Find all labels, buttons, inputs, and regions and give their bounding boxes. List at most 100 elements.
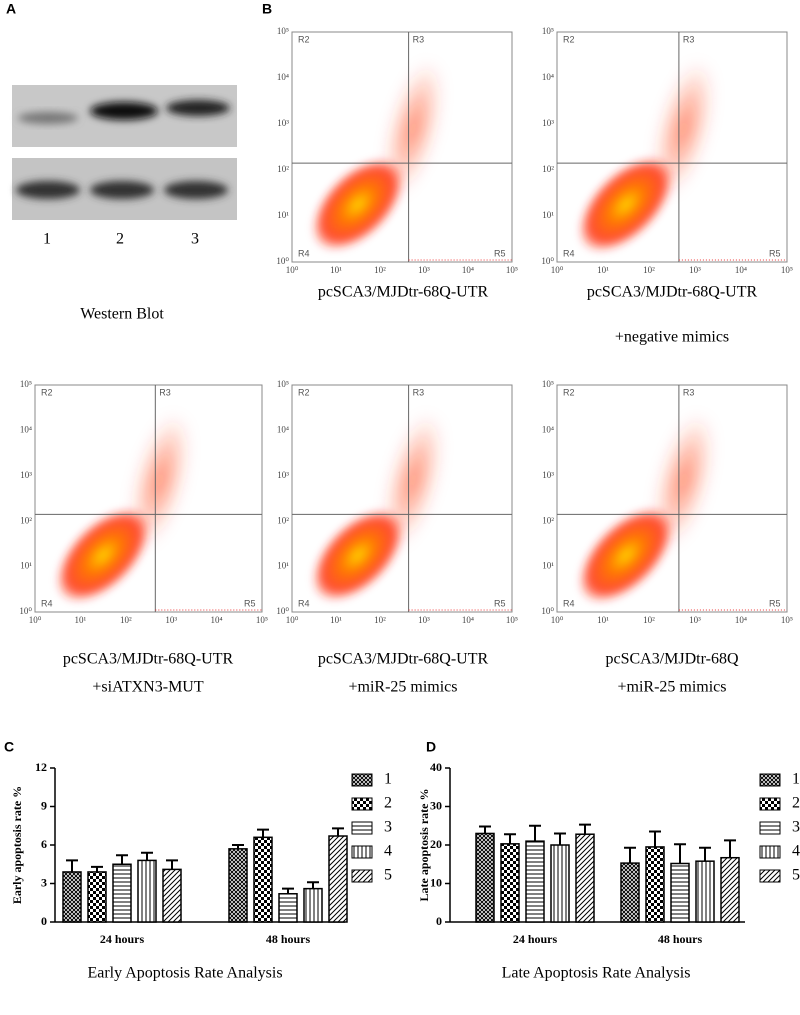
y-tick-label: 10³	[277, 470, 289, 480]
error-bar	[232, 844, 244, 849]
bar	[278, 893, 298, 923]
y-tick-label: 10²	[277, 515, 289, 525]
error-bar	[307, 881, 319, 889]
y-tick-label: 10¹	[542, 561, 554, 571]
legend-label: 3	[384, 819, 392, 836]
blot-band	[16, 181, 80, 199]
error-bar	[504, 833, 516, 844]
blot-band	[164, 181, 228, 199]
blot-band	[90, 181, 154, 199]
quadrant-label: R2	[298, 34, 310, 44]
error-bar	[166, 859, 178, 870]
y-tick-label: 20	[430, 837, 442, 851]
legend-swatch	[759, 797, 781, 811]
x-tick-label: 24 hours	[513, 932, 558, 946]
x-tick-label: 10⁵	[781, 615, 793, 625]
y-tick-label: 3	[41, 875, 47, 889]
chart-title: Early Apoptosis Rate Analysis	[87, 965, 282, 982]
cell-cloud	[311, 508, 405, 602]
legend-swatch	[759, 869, 781, 883]
error-bar	[554, 832, 566, 845]
x-tick-label: 10⁰	[286, 265, 299, 275]
panel-label: D	[426, 739, 436, 755]
error-bar	[282, 887, 294, 894]
y-axis-label: Late apoptosis rate %	[417, 789, 431, 902]
x-tick-label: 10⁵	[781, 265, 793, 275]
x-tick-label: 10⁴	[735, 265, 747, 275]
legend-label: 2	[384, 795, 392, 812]
legend-label: 5	[384, 867, 392, 884]
panel-label: B	[262, 1, 272, 17]
x-tick-label: 10²	[643, 615, 655, 625]
error-bar	[649, 830, 661, 847]
y-tick-label: 10¹	[542, 210, 554, 220]
x-tick-label: 10¹	[75, 615, 87, 625]
x-tick-label: 10⁰	[551, 265, 564, 275]
error-bar	[479, 825, 491, 834]
x-tick-label: 10¹	[597, 265, 609, 275]
lane-label: 1	[43, 231, 51, 248]
y-tick-label: 10¹	[277, 210, 289, 220]
cell-cloud	[55, 507, 151, 603]
bar	[137, 859, 157, 923]
y-tick-label: 12	[35, 760, 47, 774]
bar	[303, 887, 323, 923]
error-bar	[91, 865, 103, 872]
x-tick-label: 10¹	[597, 615, 609, 625]
x-tick-label: 10³	[689, 615, 701, 625]
quadrant-label: R3	[159, 387, 171, 397]
error-bar	[141, 851, 153, 861]
error-bar	[332, 827, 344, 837]
x-tick-label: 10⁰	[286, 615, 299, 625]
bar	[620, 862, 640, 923]
x-tick-label: 48 hours	[658, 932, 703, 946]
x-tick-label: 10²	[374, 615, 386, 625]
quadrant-label: R4	[298, 248, 310, 258]
y-tick-label: 10³	[277, 118, 289, 128]
plot-caption: pcSCA3/MJDtr-68Q	[605, 651, 738, 668]
bar	[328, 835, 348, 923]
x-tick-label: 10⁰	[551, 615, 564, 625]
x-tick-label: 10²	[643, 265, 655, 275]
bar	[87, 871, 107, 923]
error-bar	[699, 846, 711, 862]
cell-cloud	[577, 156, 675, 253]
error-bar	[579, 823, 591, 835]
quadrant-label: R2	[563, 387, 575, 397]
legend-swatch	[759, 821, 781, 835]
y-tick-label: 10⁰	[276, 606, 289, 616]
y-tick-label: 10	[430, 875, 442, 889]
quadrant-label: R2	[563, 34, 575, 44]
cell-cloud	[654, 61, 713, 196]
y-tick-label: 9	[41, 798, 47, 812]
y-tick-label: 10⁵	[277, 379, 289, 389]
legend-swatch	[351, 845, 373, 859]
y-tick-label: 10²	[277, 164, 289, 174]
quadrant-label: R5	[494, 248, 506, 258]
quadrant-label: R4	[298, 598, 310, 608]
quadrant-label: R4	[41, 598, 53, 608]
quadrant-label: R4	[563, 248, 575, 258]
lane-label: 2	[116, 231, 124, 248]
lane-label: 3	[191, 231, 199, 248]
error-bar	[116, 854, 128, 865]
bar	[645, 846, 665, 923]
quadrant-label: R3	[413, 387, 425, 397]
plot-caption: +siATXN3-MUT	[92, 679, 203, 696]
legend-swatch	[351, 821, 373, 835]
x-tick-label: 10³	[418, 615, 430, 625]
y-tick-label: 30	[430, 798, 442, 812]
bar	[475, 832, 495, 923]
plot-caption: +miR-25 mimics	[348, 679, 457, 696]
blot-band	[18, 112, 78, 124]
y-tick-label: 10¹	[20, 561, 32, 571]
y-axis-label: Early apoptosis rate %	[10, 786, 24, 904]
legend-label: 3	[792, 819, 800, 836]
plot-caption: pcSCA3/MJDtr-68Q-UTR	[63, 651, 234, 668]
y-tick-label: 40	[430, 760, 442, 774]
bar	[500, 843, 520, 923]
